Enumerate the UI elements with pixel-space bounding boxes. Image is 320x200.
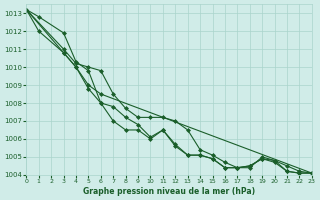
X-axis label: Graphe pression niveau de la mer (hPa): Graphe pression niveau de la mer (hPa)	[83, 187, 255, 196]
